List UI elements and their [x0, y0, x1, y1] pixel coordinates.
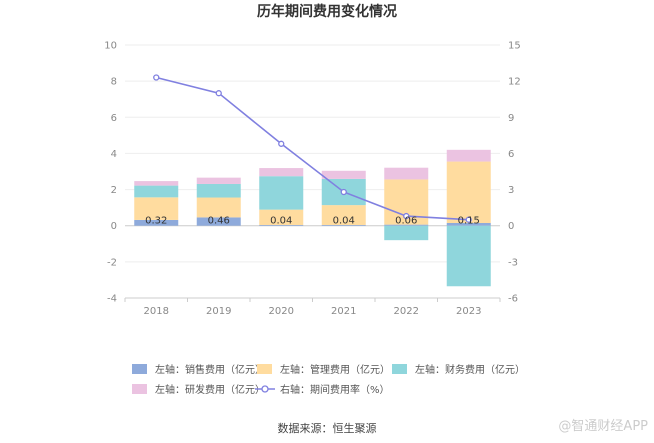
axes: -4 -2 0 2 4 6 8 10 -6 -3 0 3 6 9 12 15 2018 2019 2020 2021 2… [104, 41, 520, 318]
line-point [215, 90, 222, 97]
bar-series3 [259, 168, 304, 177]
legend-swatch [132, 364, 147, 374]
x-tick-label: 2021 [331, 306, 356, 317]
x-tick-label: 2020 [269, 306, 294, 317]
line-point [278, 140, 285, 147]
bar-series0 [446, 223, 491, 226]
bar-data-label: 0.04 [333, 216, 355, 227]
y-left-tick-label: 6 [111, 113, 117, 124]
bar-series1 [321, 205, 366, 225]
y-right-tick-label: -3 [508, 257, 518, 268]
grid [125, 44, 500, 299]
bar-data-label: 0.04 [270, 216, 292, 227]
line-point [153, 74, 160, 81]
bar-data-label: 0.06 [395, 216, 417, 227]
bar-series2 [384, 225, 429, 241]
x-tick-label: 2018 [144, 306, 169, 317]
legend-label: 左轴：销售费用（亿元） [155, 363, 265, 376]
x-tick-label: 2022 [394, 306, 419, 317]
bar-series3 [321, 170, 366, 179]
bar-series0 [196, 217, 241, 226]
line-series4 [156, 76, 469, 221]
bar-series2 [259, 176, 304, 210]
bar-series1 [196, 197, 241, 218]
bar-series0 [134, 219, 179, 226]
bar-series0 [259, 224, 304, 226]
bar-data-label: 0.15 [458, 216, 480, 227]
bar-series0 [321, 224, 366, 226]
legend-marker [261, 385, 269, 393]
bar-series1 [134, 197, 179, 220]
y-left-tick-label: 0 [111, 221, 117, 232]
y-right-tick-label: -6 [508, 294, 518, 305]
legend: 左轴：销售费用（亿元） 左轴：管理费用（亿元） 左轴：财务费用（亿元） 左轴：研发费用… [132, 363, 525, 396]
y-right-tick-label: 6 [508, 149, 514, 160]
y-left-tick-label: 4 [111, 149, 117, 160]
legend-label: 左轴：管理费用（亿元） [280, 363, 390, 376]
legend-label: 左轴：财务费用（亿元） [415, 363, 525, 376]
chart-title: 历年期间费用变化情况 [257, 3, 397, 20]
y-left-tick-label: -4 [107, 294, 117, 305]
legend-swatch [392, 364, 407, 374]
bar-data-label: 0.32 [145, 216, 167, 227]
y-right-tick-label: 15 [508, 41, 521, 52]
y-left-tick-label: 2 [111, 185, 117, 196]
line-point [340, 188, 347, 196]
bar-series2 [134, 185, 179, 198]
legend-swatch [257, 364, 272, 374]
bar-series3 [134, 181, 179, 186]
legend-label: 左轴：研发费用（亿元） [155, 383, 265, 396]
bar-series3 [384, 167, 429, 180]
bar-series2 [196, 183, 241, 198]
legend-swatch [132, 384, 147, 394]
source-note: 数据来源：恒生聚源 [278, 421, 377, 435]
legend-label: 右轴：期间费用率（%） [280, 383, 390, 396]
line-point [403, 212, 410, 220]
y-right-tick-label: 0 [508, 221, 514, 232]
bar-series1 [446, 161, 491, 224]
y-left-tick-label: 10 [104, 41, 117, 52]
y-right-tick-label: 9 [508, 113, 514, 124]
x-tick-label: 2019 [206, 306, 231, 317]
bar-series0 [384, 224, 429, 226]
y-left-tick-label: 8 [111, 77, 117, 88]
y-right-tick-label: 12 [508, 77, 521, 88]
bar-series3 [196, 177, 241, 184]
bar-series2 [446, 225, 491, 287]
bars [134, 149, 491, 287]
bar-data-label: 0.46 [208, 216, 230, 227]
bar-series1 [259, 209, 304, 225]
bar-series3 [446, 149, 491, 162]
line-point [465, 216, 472, 223]
data-labels: 0.32 0.46 0.04 0.04 0.06 0.15 [145, 216, 480, 227]
x-tick-label: 2023 [456, 306, 481, 317]
rate-line [153, 74, 472, 223]
y-left-tick-label: -2 [107, 257, 117, 268]
y-right-tick-label: 3 [508, 185, 514, 196]
watermark: @智通财经APP [558, 419, 648, 434]
